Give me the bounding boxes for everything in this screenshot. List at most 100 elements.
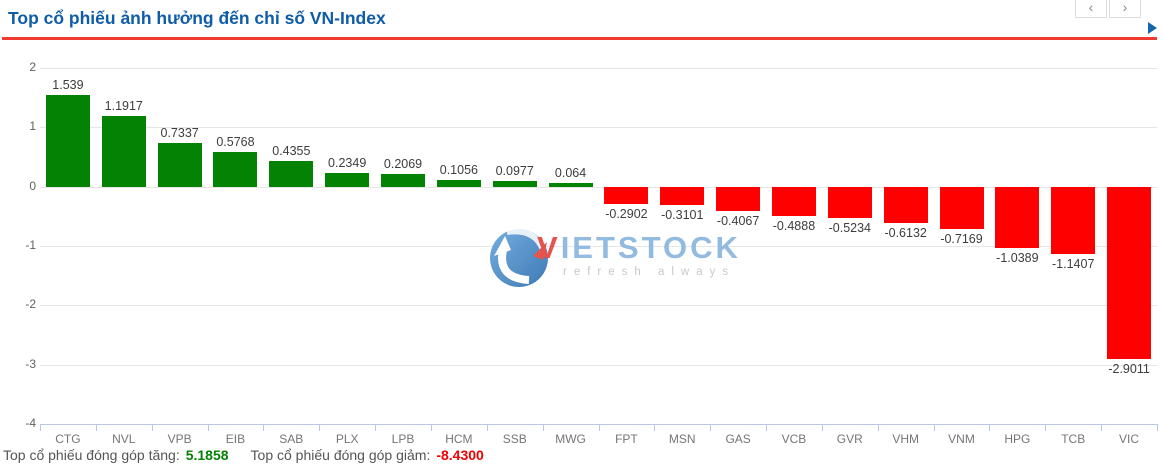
y-axis-tick-label: 0 — [29, 178, 36, 193]
bar-value-label: 0.2069 — [383, 157, 423, 172]
bar-value-label: 0.064 — [554, 165, 587, 180]
bar-value-label: 1.1917 — [104, 98, 143, 113]
bar-sab[interactable] — [269, 160, 314, 187]
axis-tick — [430, 424, 432, 431]
x-axis-label-plx: PLX — [335, 432, 359, 446]
bar-eib[interactable] — [213, 152, 258, 187]
gridline — [40, 246, 1157, 247]
bar-tcb[interactable] — [1051, 186, 1096, 255]
bar-gvr[interactable] — [827, 186, 872, 218]
bar-fpt[interactable] — [604, 186, 649, 204]
bar-value-label: -1.0389 — [996, 251, 1039, 266]
gridline — [40, 186, 1157, 188]
x-axis-label-sab: SAB — [279, 432, 304, 446]
axis-tick — [375, 424, 377, 431]
bar-value-label: -0.7169 — [940, 232, 983, 247]
axis-tick — [877, 424, 879, 431]
axis-tick — [821, 424, 823, 431]
y-axis-tick-label: -3 — [25, 356, 36, 371]
bar-vhm[interactable] — [883, 186, 928, 224]
x-axis-label-vcb: VCB — [781, 432, 807, 446]
bar-ssb[interactable] — [492, 180, 537, 187]
bar-vpb[interactable] — [157, 143, 202, 187]
bar-value-label: 0.5768 — [216, 135, 255, 150]
x-axis-label-tcb: TCB — [1061, 432, 1086, 446]
axis-tick — [989, 424, 991, 431]
bar-plx[interactable] — [325, 172, 370, 187]
bar-value-label: -0.4067 — [716, 213, 760, 228]
loss-label: Top cổ phiếu đóng góp giảm: — [250, 447, 431, 463]
x-axis-label-vic: VIC — [1119, 432, 1140, 446]
y-axis-tick-label: -4 — [25, 416, 36, 430]
bar-mwg[interactable] — [548, 182, 593, 187]
axis-tick — [1045, 424, 1047, 431]
bar-value-label: 0.7337 — [160, 126, 199, 141]
bar-value-label: -0.6132 — [884, 226, 927, 241]
axis-tick — [40, 424, 41, 431]
bar-value-label: -0.4888 — [772, 218, 816, 233]
bar-value-label: 1.539 — [52, 78, 84, 93]
widget-title: Top cổ phiếu ảnh hưởng đến chỉ số VN-Ind… — [8, 8, 386, 28]
bar-msn[interactable] — [660, 186, 705, 206]
gridline — [40, 305, 1157, 307]
bar-value-label: 0.1056 — [439, 163, 478, 178]
y-axis-tick-label: -1 — [25, 238, 36, 252]
x-axis-label-hpg: HPG — [1004, 432, 1031, 446]
footer-summary: Top cổ phiếu đóng góp tăng: 5.1858 Top c… — [3, 447, 484, 463]
loss-value: -8.4300 — [436, 447, 484, 463]
x-axis-label-ssb: SSB — [502, 432, 527, 446]
x-axis-label-gas: GAS — [725, 432, 751, 446]
expand-arrow-icon[interactable] — [1148, 22, 1157, 34]
chevron-right-icon: › — [1122, 0, 1128, 15]
bar-value-label: -0.2902 — [605, 206, 648, 221]
bar-lpb[interactable] — [381, 174, 426, 187]
axis-tick — [1157, 424, 1158, 431]
x-axis-label-ctg: CTG — [55, 432, 81, 446]
axis-tick — [151, 424, 153, 431]
y-axis-tick-label: 2 — [29, 60, 36, 74]
x-axis-label-vpb: VPB — [167, 432, 192, 446]
axis-tick — [319, 424, 321, 431]
bar-nvl[interactable] — [101, 115, 146, 187]
axis-tick — [542, 424, 544, 431]
axis-tick — [933, 424, 935, 431]
bar-value-label: 0.4355 — [272, 143, 311, 158]
bar-hcm[interactable] — [436, 180, 481, 187]
bar-value-label: -2.9011 — [1108, 361, 1150, 376]
widget-header: Top cổ phiếu ảnh hưởng đến chỉ số VN-Ind… — [0, 0, 1165, 42]
bar-hpg[interactable] — [995, 186, 1040, 249]
x-axis-label-nvl: NVL — [112, 432, 136, 446]
bar-ctg[interactable] — [45, 95, 90, 187]
x-axis-label-mwg: MWG — [555, 432, 586, 446]
gridline — [40, 68, 1157, 69]
axis-tick — [207, 424, 209, 431]
axis-tick — [95, 424, 97, 431]
x-axis-label-hcm: HCM — [445, 432, 473, 446]
prev-button[interactable]: ‹ — [1075, 0, 1107, 18]
axis-tick — [1101, 424, 1103, 431]
chevron-left-icon: ‹ — [1088, 0, 1094, 15]
axis-tick — [263, 424, 265, 431]
bar-gas[interactable] — [716, 186, 761, 211]
bar-vcb[interactable] — [771, 186, 816, 216]
gridline — [40, 364, 1157, 366]
axis-tick — [766, 424, 768, 431]
x-axis-label-vhm: VHM — [892, 432, 919, 446]
x-axis-label-fpt: FPT — [615, 432, 638, 446]
bar-value-label: 0.0977 — [495, 163, 534, 178]
next-button[interactable]: › — [1109, 0, 1141, 18]
axis-tick — [654, 424, 656, 431]
bar-value-label: -0.3101 — [661, 208, 704, 223]
bar-value-label: 0.2349 — [328, 155, 367, 170]
x-axis-label-msn: MSN — [668, 432, 696, 446]
bar-vic[interactable] — [1107, 186, 1152, 359]
bar-vnm[interactable] — [939, 186, 984, 230]
gain-label: Top cổ phiếu đóng góp tăng: — [3, 447, 180, 463]
y-axis-tick-label: 1 — [29, 119, 36, 134]
axis-tick — [710, 424, 712, 431]
bar-value-label: -0.5234 — [828, 220, 872, 235]
gridline — [40, 127, 1157, 129]
x-axis-label-vnm: VNM — [948, 432, 975, 446]
x-axis-label-lpb: LPB — [391, 432, 415, 446]
